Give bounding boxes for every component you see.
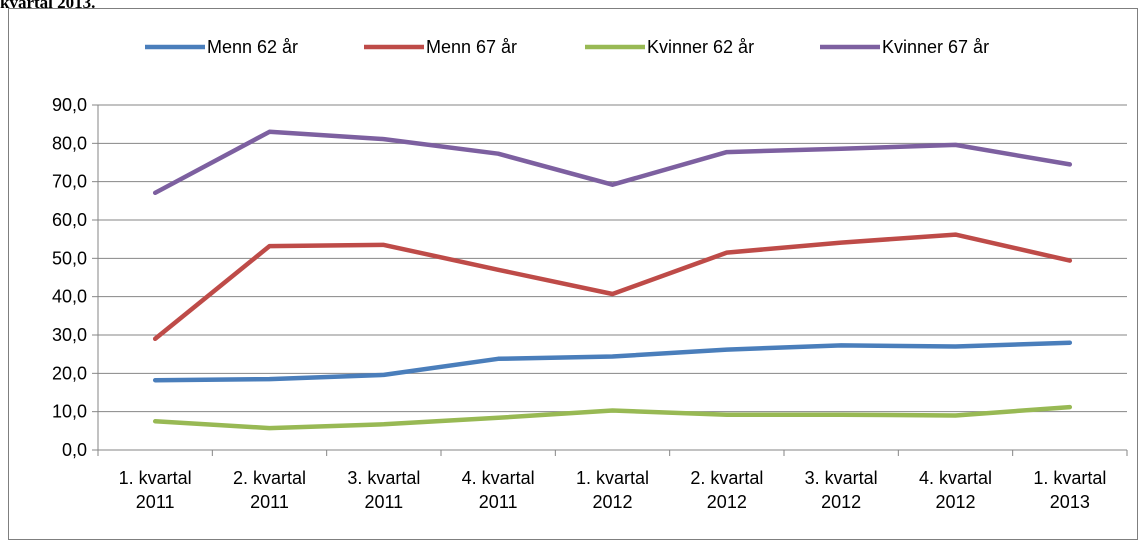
x-tick-label: 2. kvartal: [690, 468, 763, 488]
x-tick-label: 4. kvartal: [462, 468, 535, 488]
x-tick-label: 2011: [479, 492, 518, 512]
legend-label: Menn 62 år: [207, 37, 298, 57]
x-tick-label: 4. kvartal: [919, 468, 992, 488]
series-line: [152, 232, 1073, 342]
y-tick-label: 0,0: [62, 440, 87, 460]
chart-border: [8, 8, 1138, 540]
x-tick-label: 3. kvartal: [347, 468, 420, 488]
legend-label: Kvinner 62 år: [647, 37, 754, 57]
y-tick-label: 90,0: [52, 95, 87, 115]
series-line: [152, 404, 1073, 431]
x-tick-label: 2012: [592, 492, 632, 512]
x-tick-label: 2011: [136, 492, 175, 512]
y-tick-label: 80,0: [52, 133, 87, 153]
y-tick-label: 50,0: [52, 248, 87, 268]
x-tick-label: 1. kvartal: [1033, 468, 1106, 488]
x-tick-label: 3. kvartal: [805, 468, 878, 488]
chart-title: kvartal 2013.: [0, 0, 95, 12]
x-tick-label: 2. kvartal: [233, 468, 306, 488]
y-tick-label: 40,0: [52, 287, 87, 307]
y-tick-label: 60,0: [52, 210, 87, 230]
y-tick-label: 70,0: [52, 172, 87, 192]
legend-label: Menn 67 år: [426, 37, 517, 57]
x-tick-label: 2011: [364, 492, 403, 512]
x-tick-label: 2012: [935, 492, 975, 512]
series-line: [152, 129, 1073, 196]
x-tick-label: 2012: [707, 492, 747, 512]
x-tick-label: 1. kvartal: [576, 468, 649, 488]
x-tick-label: 2012: [821, 492, 861, 512]
x-tick-label: 1. kvartal: [119, 468, 192, 488]
x-tick-label: 2011: [250, 492, 289, 512]
legend-label: Kvinner 67 år: [882, 37, 989, 57]
series-line: [152, 340, 1073, 383]
y-tick-label: 20,0: [52, 363, 87, 383]
y-tick-label: 30,0: [52, 325, 87, 345]
x-tick-label: 2013: [1050, 492, 1090, 512]
y-tick-label: 10,0: [52, 402, 87, 422]
